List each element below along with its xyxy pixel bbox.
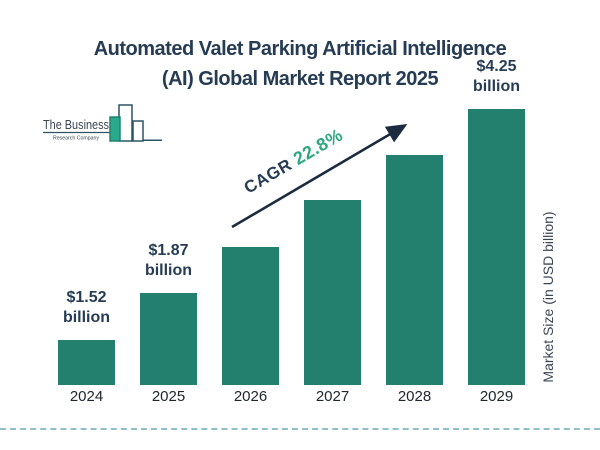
bar-2026	[222, 247, 279, 385]
bar-2028	[386, 155, 443, 385]
logo-bar-small-icon	[132, 120, 144, 142]
logo-bar-tall-icon	[118, 104, 133, 142]
x-tick-label-2028: 2028	[397, 388, 432, 405]
bar-2029	[468, 109, 525, 385]
x-tick-label-2025: 2025	[151, 388, 186, 405]
x-tick-label-2026: 2026	[233, 388, 268, 405]
title-line1: Automated Valet Parking Artificial Intel…	[93, 38, 507, 61]
logo-bar-teal-icon	[109, 116, 121, 142]
cagr-annotation: CAGR 22.8%	[225, 116, 361, 207]
cagr-value: 22.8%	[289, 124, 347, 169]
logo-company-subname: Research Company	[53, 136, 99, 142]
x-tick-label-2024: 2024	[69, 388, 104, 405]
x-tick-label-2027: 2027	[315, 388, 350, 405]
bar-2025	[140, 293, 197, 385]
title-line2: (AI) Global Market Report 2025	[161, 68, 439, 91]
company-logo: The Business Research Company	[43, 104, 162, 142]
cagr-label: CAGR	[240, 154, 296, 198]
y-axis-title: Market Size (in USD billion)	[540, 211, 556, 383]
x-tick-label-2029: 2029	[479, 388, 514, 405]
bar-2027	[304, 200, 361, 385]
bar-value-label-2029: $4.25 billion	[472, 58, 521, 95]
bar-value-label-2024: $1.52 billion	[62, 289, 111, 326]
bar-value-label-2025: $1.87 billion	[144, 242, 193, 279]
bar-2024	[58, 340, 115, 385]
bottom-dashed-divider	[0, 428, 600, 430]
page-title: Automated Valet Parking Artificial Intel…	[0, 34, 600, 94]
logo-company-name: The Business	[43, 117, 109, 132]
